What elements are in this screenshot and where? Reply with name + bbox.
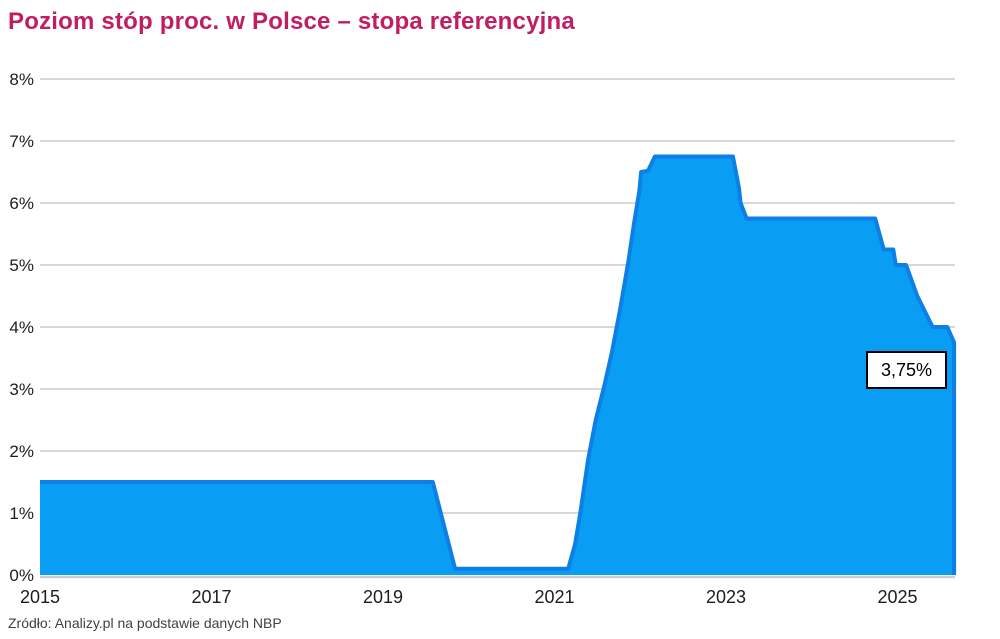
last-value-annotation: 3,75% [866,351,947,389]
y-tick-label: 1% [9,504,34,523]
x-tick-label: 2015 [20,587,60,607]
chart-title: Poziom stóp proc. w Polsce – stopa refer… [8,8,575,35]
y-tick-label: 3% [9,380,34,399]
y-tick-label: 5% [9,256,34,275]
y-tick-label: 4% [9,318,34,337]
x-tick-label: 2021 [534,587,574,607]
y-tick-label: 8% [9,70,34,89]
area-fill [40,156,955,575]
y-tick-label: 2% [9,442,34,461]
y-tick-label: 6% [9,194,34,213]
x-tick-label: 2025 [877,587,917,607]
y-tick-label: 7% [9,132,34,151]
x-tick-label: 2017 [191,587,231,607]
x-tick-label: 2023 [706,587,746,607]
y-tick-label: 0% [9,566,34,585]
series-line [40,154,957,575]
x-tick-label: 2019 [363,587,403,607]
source-note: Zródło: Analizy.pl na podstawie danych N… [8,615,282,631]
